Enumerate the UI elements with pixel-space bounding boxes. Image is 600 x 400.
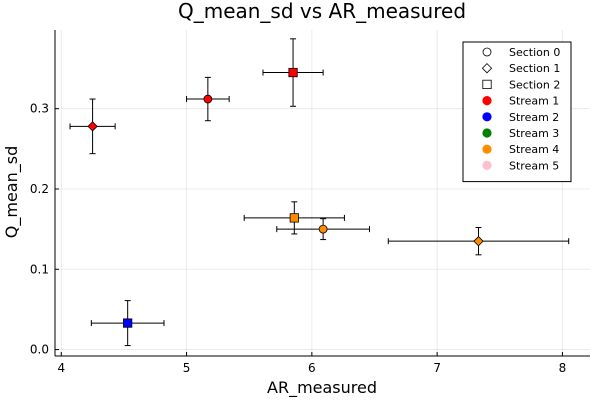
legend-item: Stream 2 — [482, 111, 559, 124]
point-marker — [318, 224, 328, 234]
x-tick-label: 5 — [183, 361, 191, 375]
y-axis-label: Q_mean_sd — [2, 146, 22, 238]
legend-item: Section 2 — [482, 78, 560, 91]
ticks: 4 5 6 7 8 0.0 0.1 0.2 0.3 — [30, 102, 566, 375]
legend-label: Stream 3 — [509, 127, 559, 140]
legend-square-icon — [482, 79, 492, 89]
y-tick-label: 0.0 — [30, 343, 49, 357]
point-marker — [288, 67, 298, 78]
legend-item: Stream 1 — [482, 95, 559, 108]
x-tick-label: 6 — [308, 361, 316, 375]
axes — [54, 30, 590, 357]
legend-item: Stream 3 — [482, 127, 559, 140]
data-point — [69, 98, 116, 155]
point-marker — [473, 236, 484, 247]
data-point — [262, 38, 324, 107]
data-points — [69, 38, 570, 347]
legend-color-icon — [482, 144, 492, 154]
legend-label: Section 0 — [509, 46, 560, 59]
legend: Section 0 Section 1 Section 2 Stream 1 Strea… — [462, 41, 572, 183]
x-tick-label: 4 — [57, 361, 65, 375]
legend-label: Section 2 — [509, 78, 560, 91]
legend-label: Stream 1 — [509, 95, 559, 108]
legend-label: Stream 2 — [509, 111, 559, 124]
point-marker — [123, 318, 133, 328]
point-marker — [87, 121, 98, 132]
data-point — [186, 76, 230, 122]
legend-item: Stream 4 — [482, 143, 559, 156]
x-tick-label: 8 — [559, 361, 567, 375]
x-tick-label: 7 — [433, 361, 441, 375]
legend-color-icon — [482, 128, 492, 138]
point-marker — [203, 94, 213, 104]
y-tick-label: 0.1 — [30, 262, 49, 276]
legend-item: Section 0 — [482, 46, 560, 59]
x-axis-label: AR_measured — [267, 378, 377, 398]
y-tick-label: 0.2 — [30, 182, 49, 196]
data-point — [387, 227, 570, 256]
legend-label: Stream 5 — [509, 159, 559, 172]
legend-diamond-icon — [481, 63, 493, 74]
legend-label: Section 1 — [509, 62, 560, 75]
data-point — [243, 201, 345, 235]
legend-label: Stream 4 — [509, 143, 559, 156]
legend-color-icon — [482, 160, 492, 170]
data-point — [276, 218, 370, 241]
legend-item: Section 1 — [481, 62, 560, 75]
legend-item: Stream 5 — [482, 159, 559, 172]
legend-circle-icon — [482, 47, 492, 57]
data-point — [90, 300, 165, 347]
legend-color-icon — [482, 96, 492, 106]
y-tick-label: 0.3 — [30, 102, 49, 116]
legend-color-icon — [482, 112, 492, 122]
chart-title: Q_mean_sd vs AR_measured — [178, 0, 466, 23]
legend-box — [462, 41, 572, 183]
point-marker — [289, 213, 299, 223]
